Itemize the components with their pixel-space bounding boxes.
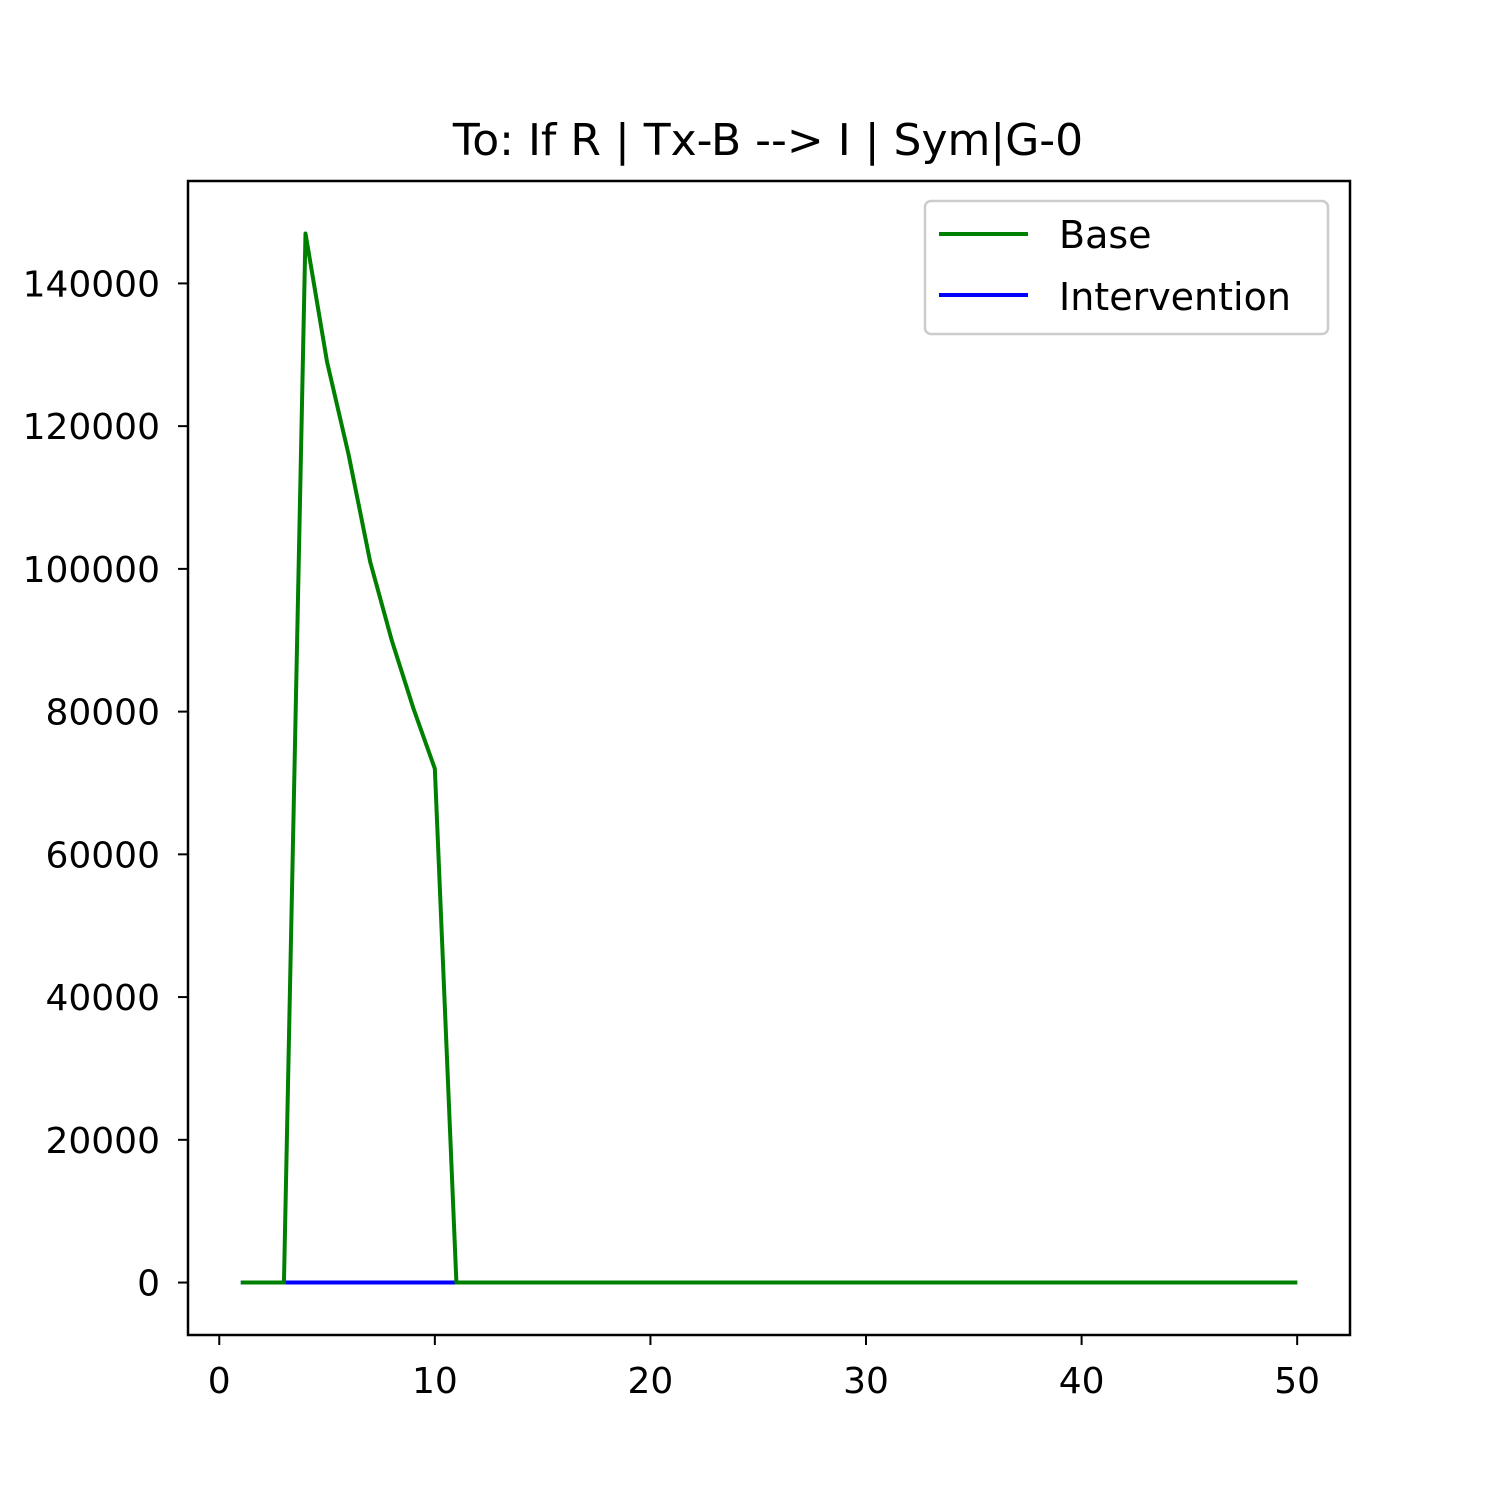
y-tick-label: 100000 bbox=[23, 550, 160, 591]
x-tick-label: 20 bbox=[628, 1361, 674, 1402]
series-layer bbox=[240, 231, 1298, 1285]
x-tick-label: 0 bbox=[208, 1361, 231, 1402]
y-tick-label: 40000 bbox=[45, 978, 160, 1019]
x-axis: 0 10 20 30 40 50 bbox=[208, 1335, 1320, 1402]
x-tick-label: 50 bbox=[1274, 1361, 1320, 1402]
legend-label-intervention: Intervention bbox=[1059, 275, 1291, 319]
series-line-base bbox=[240, 231, 1298, 1285]
plot-frame bbox=[186, 179, 1352, 1337]
x-tick-label: 30 bbox=[843, 1361, 889, 1402]
y-axis: 0 20000 40000 60000 80000 100000 120000 140000 bbox=[23, 264, 188, 1305]
y-tick-label: 80000 bbox=[45, 693, 160, 734]
legend: Base Intervention bbox=[923, 199, 1330, 336]
y-tick-label: 140000 bbox=[23, 264, 160, 305]
y-tick-label: 60000 bbox=[45, 835, 160, 876]
legend-label-base: Base bbox=[1059, 213, 1152, 257]
y-tick-label: 0 bbox=[137, 1264, 160, 1305]
y-tick-label: 120000 bbox=[23, 407, 160, 448]
x-tick-label: 40 bbox=[1059, 1361, 1105, 1402]
y-tick-label: 20000 bbox=[45, 1121, 160, 1162]
chart-title: To: If R | Tx-B --> I | Sym|G-0 bbox=[452, 115, 1083, 166]
x-tick-label: 10 bbox=[412, 1361, 458, 1402]
